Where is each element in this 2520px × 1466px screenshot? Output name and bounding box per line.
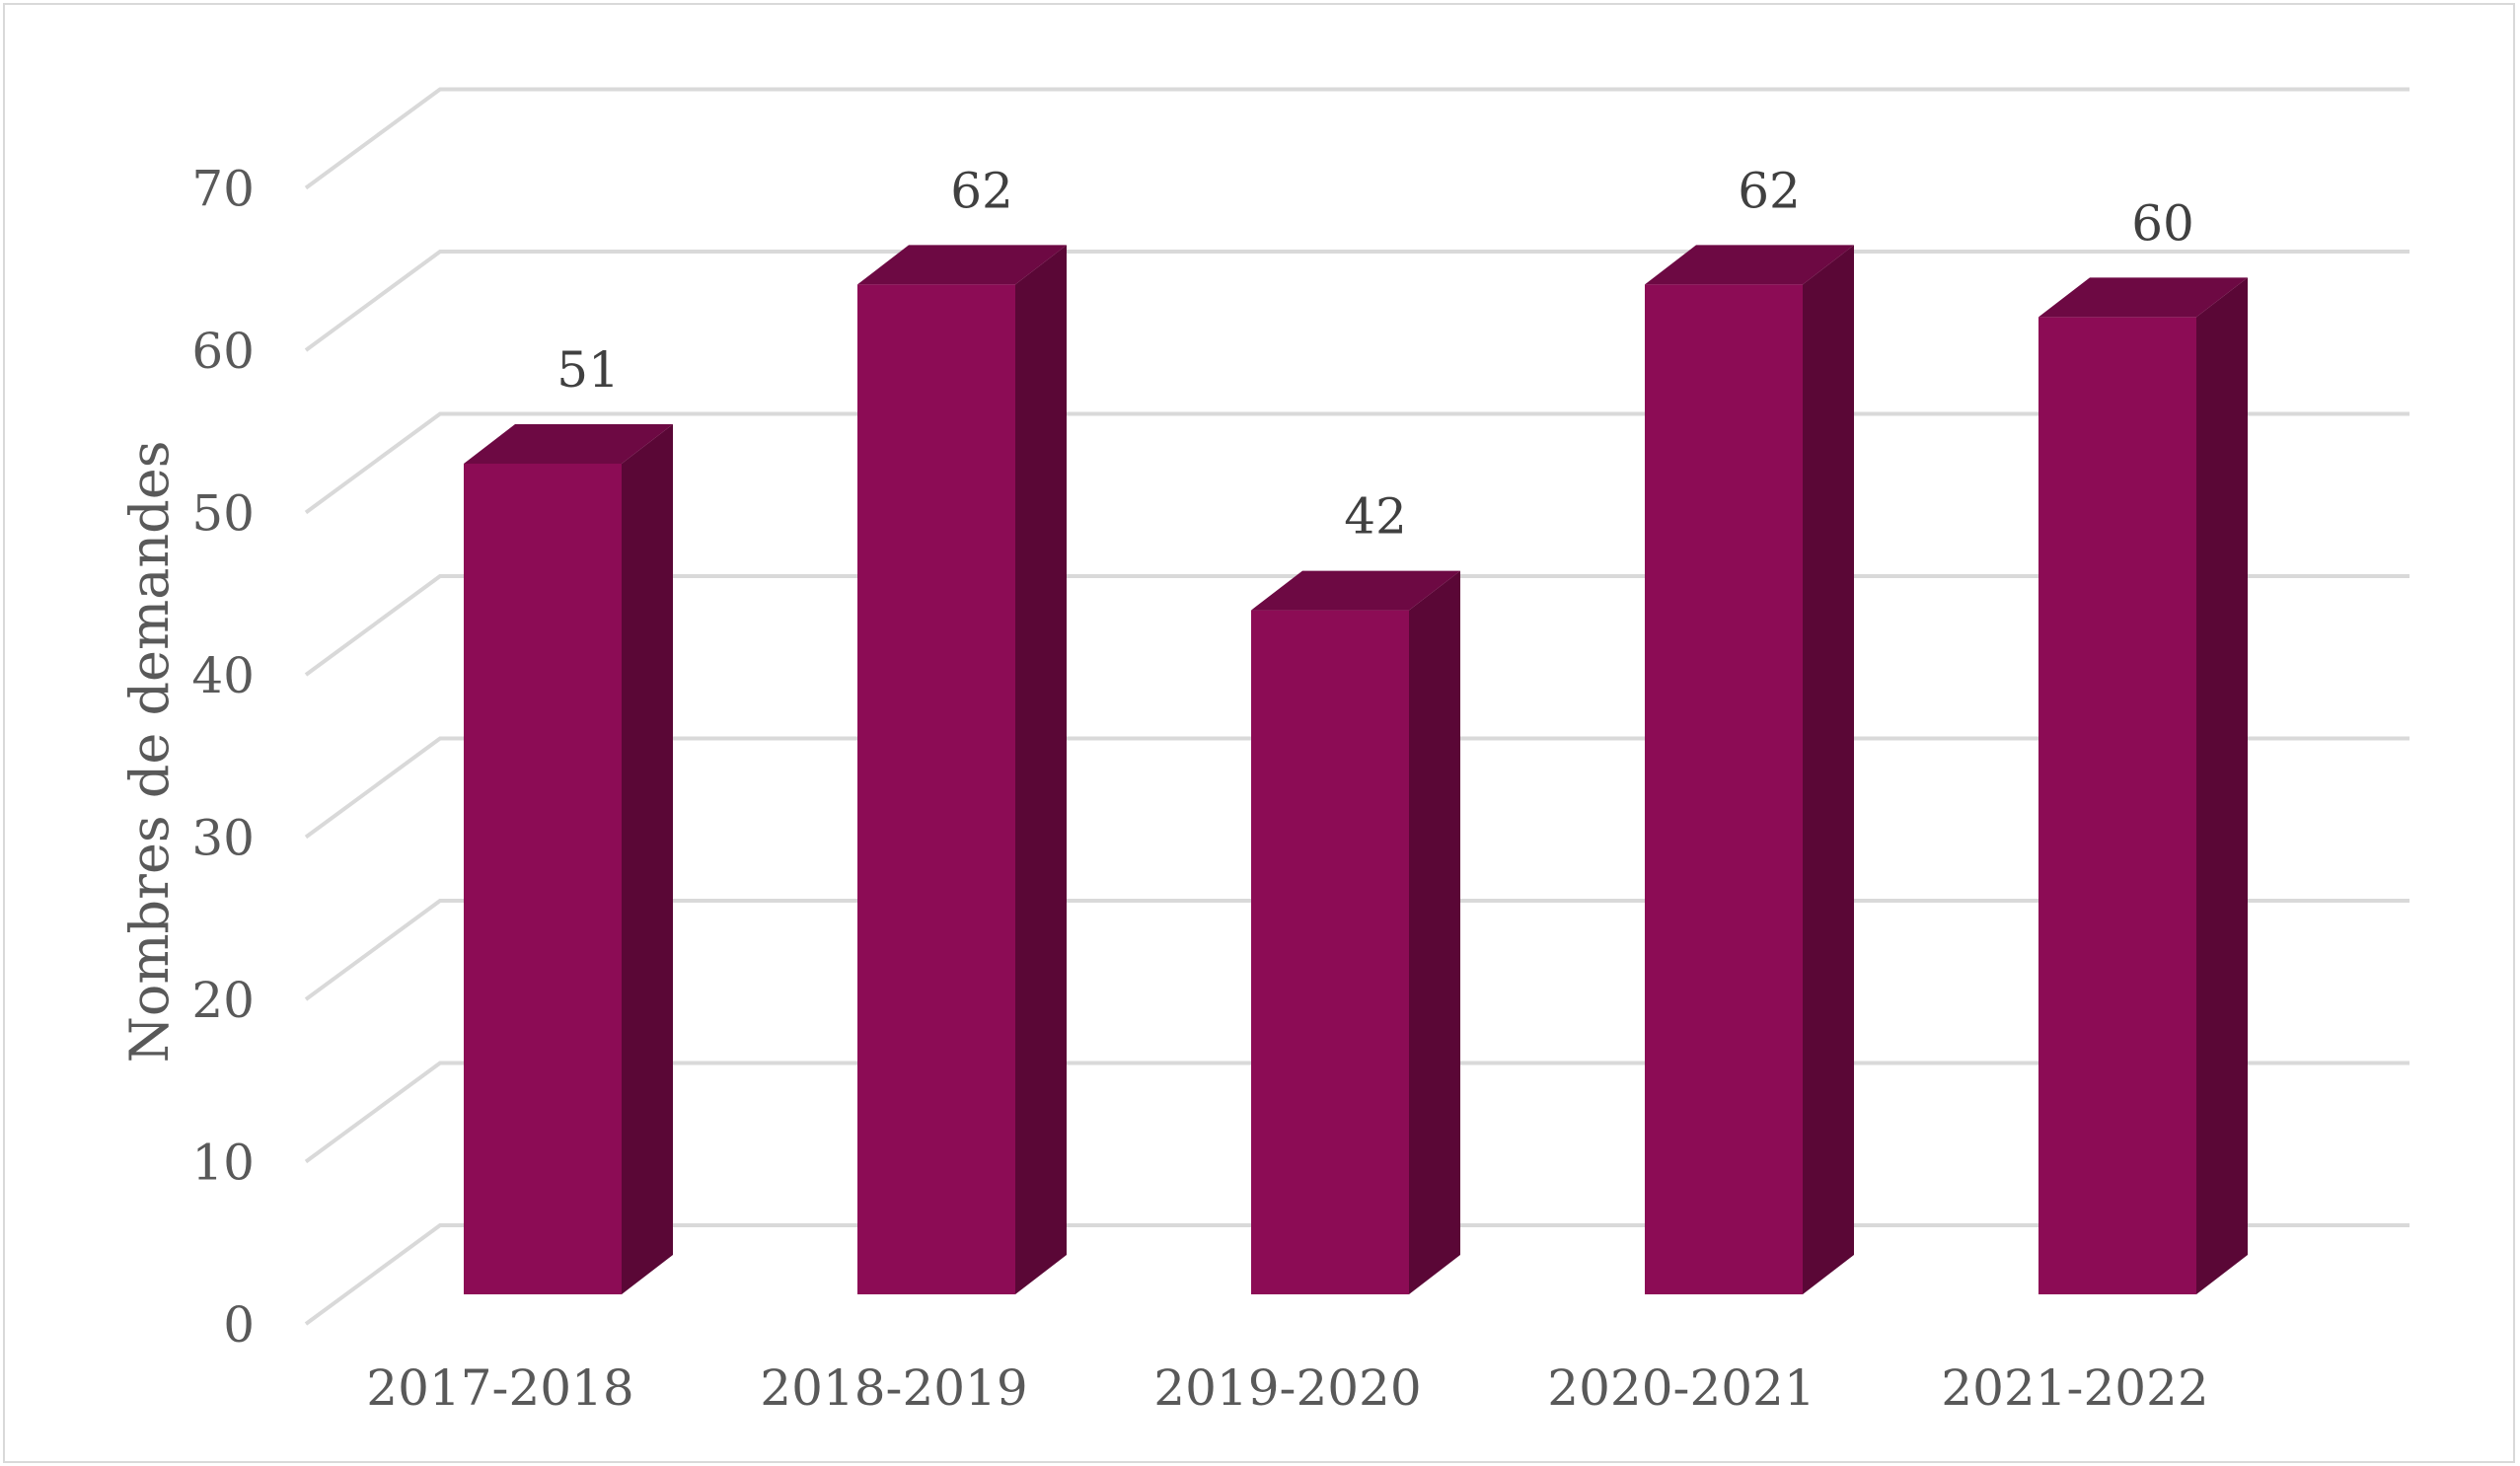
bar-front [464,464,622,1294]
bar-top [464,424,673,464]
bar-top [2038,277,2248,318]
data-labels: 51 62 42 62 60 [556,162,2194,545]
data-label: 42 [1344,488,1407,546]
bar-side [2196,277,2248,1295]
bar [1251,570,1460,1294]
data-label: 62 [950,162,1013,219]
x-tick-label: 2017-2018 [366,1359,633,1417]
y-tick-label: 30 [191,810,255,867]
bar-top [857,245,1067,285]
bar-front [1645,284,1803,1294]
bar [464,424,673,1294]
bar-side [1015,245,1067,1295]
y-axis-title: Nombres de demandes [118,441,181,1063]
bar [857,245,1067,1295]
y-tick-label: 60 [191,323,255,380]
y-tick-label: 70 [191,161,255,218]
y-tick-label: 50 [191,485,255,543]
y-tick-label: 20 [191,972,255,1029]
gridline [304,87,2409,190]
bar-front [2038,317,2196,1295]
x-axis-categories: 2017-2018 2018-2019 2019-2020 2020-2021 2021… [366,1359,2208,1417]
y-tick-label: 40 [191,647,255,704]
y-axis-ticks: 0 10 20 30 40 50 60 70 [191,161,255,1355]
bar-top [1251,570,1460,611]
y-tick-label: 0 [223,1296,255,1354]
x-tick-label: 2021-2022 [1941,1359,2208,1417]
bar [2038,277,2248,1295]
bar-side [1409,570,1460,1294]
data-label: 62 [1738,162,1801,219]
bars [464,245,2248,1295]
x-tick-label: 2018-2019 [760,1359,1027,1417]
x-tick-label: 2019-2020 [1153,1359,1421,1417]
data-label: 51 [556,341,620,399]
bar-front [857,284,1015,1294]
bar-side [1803,245,1854,1295]
bar [1645,245,1854,1295]
bar-top [1645,245,1854,285]
y-tick-label: 10 [191,1135,255,1192]
x-tick-label: 2020-2021 [1547,1359,1815,1417]
bar-side [622,424,673,1294]
bar-front [1251,610,1409,1294]
data-label: 60 [2131,194,2194,252]
